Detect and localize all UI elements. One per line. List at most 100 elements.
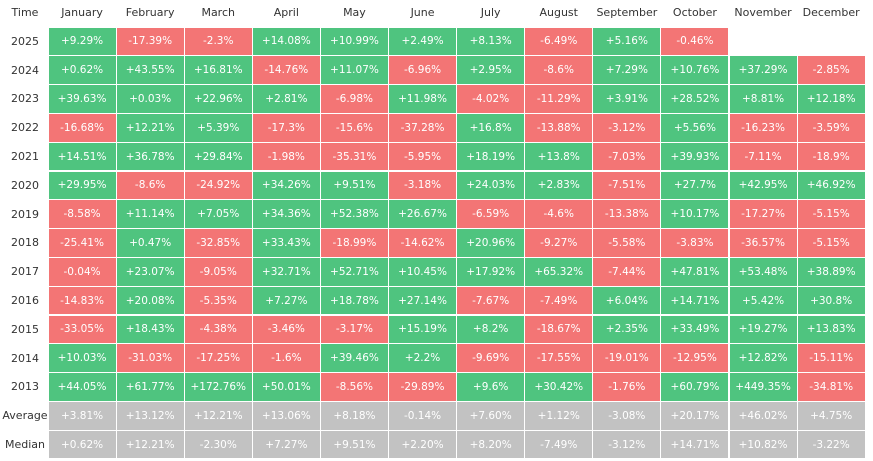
summary-cell: -2.30% [184,430,252,459]
return-cell: +22.96% [184,85,252,113]
row-label: 2018 [11,236,39,250]
return-cell: +20.08% [116,286,184,315]
return-cell: +50.01% [252,373,320,401]
return-cell: -7.11% [729,142,797,171]
summary-cell: -7.49% [525,430,593,459]
return-cell: -18.99% [320,229,388,257]
column-header: July [480,6,501,19]
return-cell: -15.6% [320,113,388,142]
summary-cell: +12.21% [184,401,252,430]
return-cell: -8.6% [525,56,593,85]
return-cell: -34.81% [797,373,865,401]
return-cell: -1.98% [252,142,320,171]
return-cell: -3.18% [389,171,457,200]
return-cell: +8.2% [457,315,525,344]
return-cell: -33.05% [48,315,116,344]
return-cell: +29.95% [48,171,116,200]
return-cell: -5.35% [184,286,252,315]
column-header: December [802,6,860,19]
return-cell: +19.27% [729,315,797,344]
return-cell: -4.38% [184,315,252,344]
return-cell: +34.26% [252,171,320,200]
return-cell: -3.46% [252,315,320,344]
return-cell: -14.62% [389,229,457,257]
return-cell: -24.92% [184,171,252,200]
return-cell: -13.38% [593,200,661,229]
return-cell: +449.35% [729,373,797,401]
summary-cell: +3.81% [48,401,116,430]
return-cell: +15.19% [389,315,457,344]
return-cell: -31.03% [116,344,184,373]
return-cell: -13.88% [525,113,593,142]
return-cell: +60.79% [661,373,729,401]
return-cell: -4.02% [457,85,525,113]
return-cell: +26.67% [389,200,457,229]
column-header: February [125,6,175,19]
return-cell: -17.27% [729,200,797,229]
return-cell: -9.05% [184,257,252,286]
return-cell: -8.56% [320,373,388,401]
return-cell: -11.29% [525,85,593,113]
return-cell: +9.29% [48,27,116,56]
return-cell: +6.04% [593,286,661,315]
return-cell: +39.46% [320,344,388,373]
return-cell: +29.84% [184,142,252,171]
column-header: June [410,6,435,19]
summary-cell: +7.60% [457,401,525,430]
row-label: 2020 [11,178,39,192]
column-header: January [61,6,103,19]
return-cell: +38.89% [797,257,865,286]
return-cell: -5.15% [797,229,865,257]
return-cell: +52.38% [320,200,388,229]
row-label: 2014 [11,351,39,365]
return-cell: -7.44% [593,257,661,286]
return-cell: +18.78% [320,286,388,315]
return-cell: +14.51% [48,142,116,171]
return-cell: -1.6% [252,344,320,373]
column-header: August [539,6,578,19]
return-cell: +52.71% [320,257,388,286]
return-cell: +11.98% [389,85,457,113]
return-cell: +47.81% [661,257,729,286]
return-cell: -14.76% [252,56,320,85]
return-cell: -18.9% [797,142,865,171]
return-cell: -17.25% [184,344,252,373]
return-cell: +30.8% [797,286,865,315]
return-cell: -9.27% [525,229,593,257]
row-label: 2022 [11,121,39,135]
return-cell: +14.08% [252,27,320,56]
row-label: Median [4,438,45,452]
row-label: 2023 [11,92,39,106]
return-cell: +20.96% [457,229,525,257]
return-cell: -9.69% [457,344,525,373]
return-cell: +27.14% [389,286,457,315]
return-cell: -3.83% [661,229,729,257]
summary-cell: +9.51% [320,430,388,459]
summary-cell: +20.17% [661,401,729,430]
return-cell: -3.59% [797,113,865,142]
column-header: April [273,6,299,19]
return-cell: +2.2% [389,344,457,373]
return-cell: +36.78% [116,142,184,171]
return-cell: +8.81% [729,85,797,113]
return-cell: +9.6% [457,373,525,401]
return-cell: -6.59% [457,200,525,229]
return-cell: +5.56% [661,113,729,142]
return-cell: +32.71% [252,257,320,286]
summary-cell: -0.14% [389,401,457,430]
return-cell: -32.85% [184,229,252,257]
return-cell: +10.76% [661,56,729,85]
return-cell: -0.04% [48,257,116,286]
summary-cell: +1.12% [525,401,593,430]
summary-cell: +12.21% [116,430,184,459]
return-cell: +5.16% [593,27,661,56]
return-cell: +10.03% [48,344,116,373]
return-cell: -0.46% [661,27,729,56]
return-cell: +0.03% [116,85,184,113]
summary-cell: +13.12% [116,401,184,430]
summary-cell: +14.71% [661,430,729,459]
return-cell: +33.43% [252,229,320,257]
column-header: May [343,6,366,19]
return-cell: +10.99% [320,27,388,56]
return-cell: +33.49% [661,315,729,344]
